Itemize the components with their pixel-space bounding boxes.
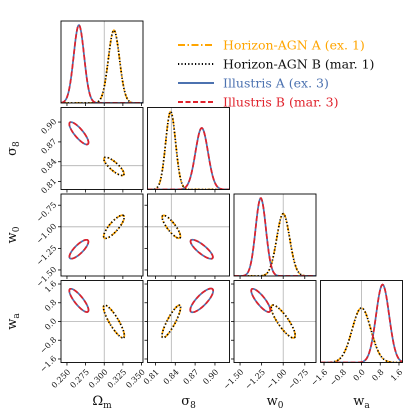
contour-s8-w0-series-2 [189,238,214,260]
marginal-w0-series-3 [234,197,316,276]
x-tick-w0: −1.25 [243,368,267,392]
contour-s8-w0-series-3 [189,238,214,260]
x-tick-Om: 0.300 [87,368,110,391]
contour-w0-wa-series-3 [250,287,272,313]
contour-Om-w0-series-0 [102,214,126,240]
x-tick-wa: 1.6 [389,368,404,383]
legend-label: Illustris A (ex. 3) [223,76,329,91]
legend-label: Horizon-AGN B (mar. 1) [223,57,374,72]
panel-frame [147,193,230,277]
contour-Om-wa-series-2 [68,287,90,313]
x-tick-s8: 0.84 [162,368,181,387]
marginal-Om-series-2 [61,24,143,103]
x-axis-label-w0: w0 [267,394,284,411]
contour-Om-s8-series-3 [68,121,90,146]
y-tick-wa: 0.0 [43,317,58,332]
contour-w0-wa-series-2 [250,287,272,313]
x-tick-wa: 0.8 [370,368,385,383]
legend-label: Illustris B (mar. 3) [223,95,339,110]
panel-wa-w0: −1.50−1.25−1.00−0.75 [222,280,317,392]
panel-wa-Om: 0.2500.2750.3000.3250.350−1.6−0.80.00.81… [38,279,147,390]
panel-wa-wa: −1.6−0.8 0.0 0.8 1.6 [309,280,404,388]
panel-w0-w0 [233,193,317,279]
x-tick-w0: −0.75 [286,368,310,392]
y-axis-label-wa: wa [5,313,22,330]
y-axis-label-s8: σ8 [5,141,22,156]
y-tick-wa: −0.8 [38,335,58,355]
y-tick-w0: −1.00 [35,222,59,246]
contour-Om-s8-series-1 [103,156,125,177]
marginal-s8-series-1 [147,110,230,190]
contour-s8-w0-series-1 [161,214,182,240]
x-tick-Om: 0.325 [106,368,129,391]
x-tick-s8: 0.87 [182,368,201,387]
x-tick-Om: 0.250 [50,368,73,391]
panel-frame [60,193,144,277]
marginal-Om-series-3 [61,24,143,103]
marginal-s8-series-0 [147,110,230,190]
x-axis-label-wa: wa [353,394,370,411]
x-axis-label-Om: Ωm [92,394,112,411]
legend: Horizon-AGN A (ex. 1) Horizon-AGN B (mar.… [178,38,374,110]
marginal-s8-series-3 [147,127,230,190]
x-tick-w0: −1.00 [265,368,289,392]
panel-Om-Om [60,20,144,106]
y-axis-label-w0: w0 [5,226,22,243]
x-axis-label-s8: σ8 [181,394,196,411]
contour-w0-wa-series-0 [270,304,297,339]
contour-Om-wa-series-1 [102,304,126,339]
y-tick-w0: −0.75 [35,200,59,224]
y-tick-s8: 0.84 [39,157,58,176]
x-tick-wa: −0.8 [328,368,348,388]
y-tick-wa: −1.6 [38,354,58,374]
panel-frame [147,107,230,190]
x-tick-Om: 0.275 [68,368,91,391]
marginal-Om-series-1 [61,29,143,103]
y-tick-s8: 0.81 [39,177,58,196]
panel-frame [60,20,144,104]
panel-wa-s8: 0.81 0.84 0.87 0.90 [142,280,230,387]
contour-Om-wa-series-3 [68,287,90,313]
marginal-Om-series-0 [61,29,143,103]
contour-Om-w0-series-3 [68,238,90,260]
contour-s8-wa-series-1 [161,304,182,339]
x-tick-w0: −1.50 [222,368,246,392]
panel-frame [233,193,317,277]
panel-frame [60,107,144,190]
panel-w0-s8 [144,193,230,279]
panel-w0-Om: −1.50−1.25−1.00−0.75 [35,193,144,289]
contour-Om-s8-series-0 [103,156,125,177]
x-tick-wa: −1.6 [309,368,329,388]
panel-s8-Om: 0.810.840.870.90 [39,107,144,196]
y-tick-wa: 0.8 [43,298,58,313]
y-tick-s8: 0.87 [39,137,58,156]
contour-Om-s8-series-2 [68,121,90,146]
marginal-w0-series-2 [234,197,316,276]
y-tick-w0: −1.25 [35,243,59,267]
panel-s8-s8 [147,107,230,193]
y-tick-s8: 0.90 [39,117,58,136]
legend-label: Horizon-AGN A (ex. 1) [223,38,365,53]
contour-s8-wa-series-3 [189,287,215,314]
contour-s8-wa-series-2 [189,287,215,314]
x-tick-wa: 0.0 [352,368,367,383]
x-tick-s8: 0.90 [201,368,220,387]
marginal-w0-series-0 [234,212,316,276]
x-tick-s8: 0.81 [142,368,161,387]
